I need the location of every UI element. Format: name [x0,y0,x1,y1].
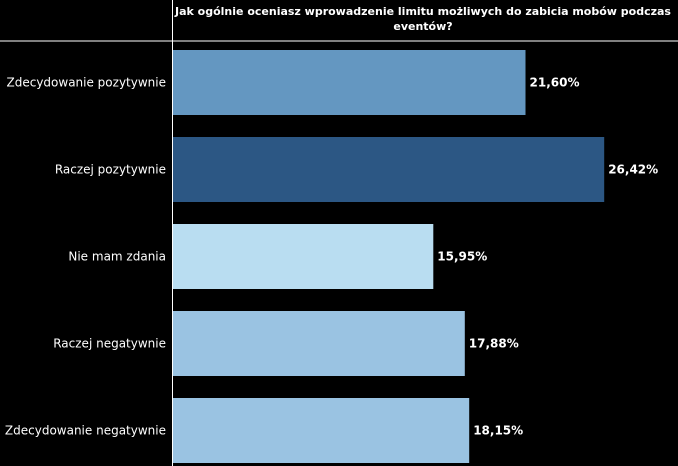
bar-4 [173,311,465,376]
bar-3 [173,224,434,289]
chart-title-line-1: Jak ogólnie oceniasz wprowadzenie limitu… [174,5,671,18]
category-label-2: Raczej pozytywnie [55,163,166,177]
value-label-5: 18,15% [473,424,523,438]
bars-group: Zdecydowanie pozytywnie 21,60% Raczej pozy… [5,50,658,463]
chart-title-line-2: eventów? [393,20,452,33]
value-label-1: 21,60% [530,76,580,90]
bar-1 [173,50,526,115]
category-label-1: Zdecydowanie pozytywnie [7,76,167,90]
value-label-3: 15,95% [437,250,487,264]
value-label-2: 26,42% [608,163,658,177]
bar-5 [173,398,470,463]
value-label-4: 17,88% [469,337,519,351]
category-label-4: Raczej negatywnie [53,337,166,351]
category-label-5: Zdecydowanie negatywnie [5,424,166,438]
bar-2 [173,137,605,202]
category-label-3: Nie mam zdania [68,250,166,264]
